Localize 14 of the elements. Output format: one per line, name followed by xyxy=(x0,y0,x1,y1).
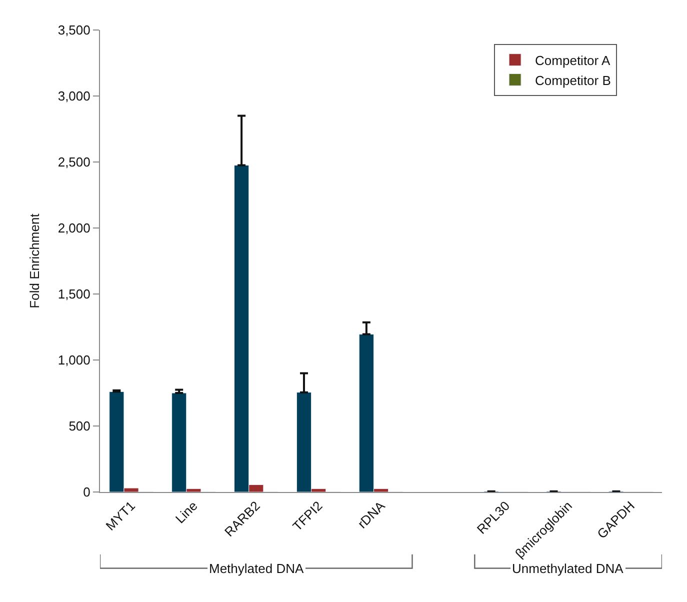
y-tick-label: 3,500 xyxy=(58,22,90,38)
y-tick-label: 1,000 xyxy=(58,352,90,368)
y-tick-label: 3,000 xyxy=(58,88,90,104)
y-tick-label: 2,500 xyxy=(58,154,90,170)
legend-label: Competitor A xyxy=(535,52,611,68)
y-tick-label: 0 xyxy=(83,484,90,500)
text: Unmethylated DNA xyxy=(512,561,624,576)
text: Methylated DNA xyxy=(209,561,304,576)
legend-label: Competitor B xyxy=(535,72,611,88)
y-tick-label: 1,500 xyxy=(58,286,90,302)
y-tick-label: 500 xyxy=(68,418,90,434)
x-tick-label: Line xyxy=(172,498,200,526)
y-tick-label: 2,000 xyxy=(58,220,90,236)
y-axis-title: Fold Enrichment xyxy=(26,213,42,308)
